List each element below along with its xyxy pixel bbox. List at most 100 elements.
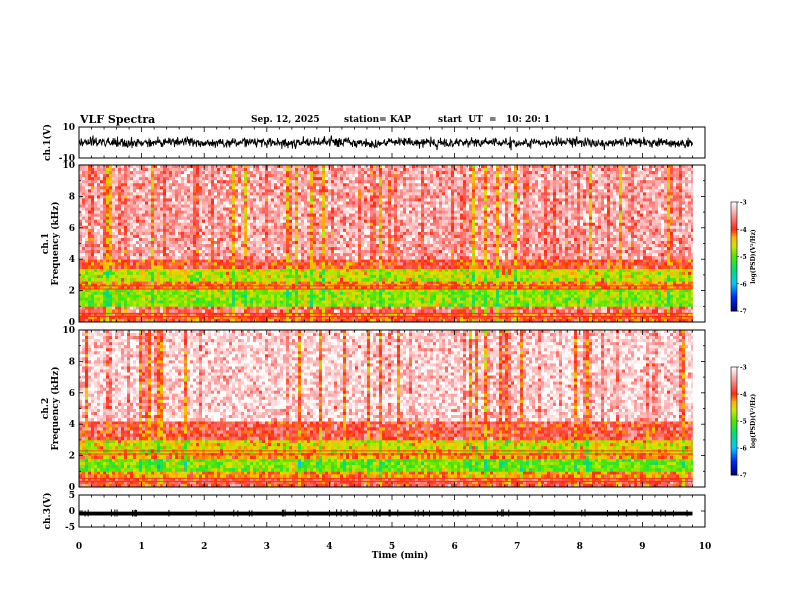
ch1-spectrogram-cell	[91, 289, 95, 293]
ch1-spectrogram-cell	[619, 300, 623, 304]
ch1-spectrogram-cell	[337, 306, 341, 310]
ch1-spectrogram-cell	[253, 312, 257, 317]
ch1-spectrogram-cell	[595, 303, 599, 307]
ch1-spectrogram-cell	[187, 306, 191, 310]
ch1-spectrogram-cell	[325, 259, 329, 263]
ch1-spectrogram-cell	[535, 271, 539, 276]
ch1-spectrogram-cell	[187, 294, 191, 299]
ch1-spectrogram-cell	[217, 291, 221, 296]
ch1-spectrogram-cell	[364, 291, 368, 296]
ch1-spectrogram-cell	[469, 318, 473, 323]
ch1-spectrogram-cell	[175, 291, 179, 296]
ch1-spectrogram-cell	[94, 294, 98, 299]
ch1-spectrogram-cell	[286, 271, 290, 276]
ch1-spectrogram-cell	[559, 312, 563, 317]
ch1-spectrogram-cell	[136, 309, 140, 313]
ch1-spectrogram-cell	[673, 281, 677, 285]
ch1-spectrogram-cell	[514, 306, 518, 310]
ch1-spectrogram-cell	[571, 259, 575, 263]
ch1-spectrogram-cell	[211, 312, 215, 317]
ch1-spectrogram-cell	[358, 171, 362, 175]
ch1-spectrogram-cell	[79, 281, 83, 285]
ch1-spectrogram-cell	[229, 259, 233, 263]
ch1-spectrogram-cell	[82, 294, 86, 299]
ch1-spectrogram-cell	[571, 283, 575, 287]
ch1-spectrogram-cell	[124, 283, 128, 287]
ch1-spectrogram-cell	[637, 278, 641, 282]
ch1-spectrogram-cell	[688, 271, 692, 276]
ch1-spectrogram-cell	[265, 281, 269, 285]
ch1-spectrogram-cell	[682, 265, 686, 270]
ch1-spectrogram-cell	[316, 271, 320, 276]
ch1-spectrogram-cell	[115, 281, 119, 285]
ch1-spectrogram-cell	[190, 289, 194, 293]
ch1-spectrogram-cell	[112, 289, 116, 293]
ch1-spectrogram-cell	[445, 262, 449, 266]
ch1-spectrogram-cell	[280, 165, 284, 169]
ch1-spectrogram-cell	[139, 286, 143, 290]
ch1-spectrogram-cell	[580, 168, 584, 172]
ch1-spectrogram-cell	[556, 315, 560, 320]
ch1-spectrogram-cell	[310, 303, 314, 307]
ch1-spectrogram-cell	[148, 278, 152, 282]
ch1-spectrogram-cell	[427, 271, 431, 276]
ch1-spectrogram-cell	[466, 168, 470, 172]
ch1-spectrogram-cell	[328, 278, 332, 282]
ch1-spectrogram-cell	[148, 303, 152, 307]
ch1-spectrogram-cell	[442, 262, 446, 266]
ch1-spectrogram-cell	[559, 281, 563, 285]
ch1-spectrogram-cell	[610, 171, 614, 175]
ch1-spectrogram-cell	[391, 283, 395, 287]
ch1-spectrogram-cell	[658, 291, 662, 296]
ch1-spectrogram-cell	[604, 306, 608, 310]
ch1-spectrogram-cell	[166, 171, 170, 175]
ch1-spectrogram-cell	[277, 297, 281, 301]
ch1-spectrogram-cell	[562, 165, 566, 169]
ch1-spectrogram-cell	[658, 262, 662, 266]
ch1-spectrogram-cell	[226, 297, 230, 301]
ch1-spectrogram-cell	[112, 278, 116, 282]
ch1-spectrogram-cell	[430, 303, 434, 307]
ch1-spectrogram-cell	[124, 268, 128, 273]
ch1-spectrogram-cell	[91, 265, 95, 270]
ch1-spectrogram-cell	[589, 315, 593, 320]
ch1-spectrogram-cell	[331, 286, 335, 290]
ch1-spectrogram-cell	[337, 265, 341, 270]
ch1-spectrogram-cell	[601, 286, 605, 290]
ch1-spectrogram-cell	[652, 283, 656, 287]
ch1-spectrogram-cell	[568, 309, 572, 313]
ch1-spectrogram-cell	[280, 262, 284, 266]
ch1-spectrogram-cell	[277, 286, 281, 290]
ch1-spectrogram-cell	[613, 262, 617, 266]
ch1-spectrogram-cell	[268, 303, 272, 307]
ch1-spectrogram-cell	[130, 309, 134, 313]
ch1-spectrogram-cell	[214, 291, 218, 296]
ch1-spectrogram-cell	[178, 171, 182, 175]
ch1-spectrogram-cell	[577, 171, 581, 175]
ch1-spectrogram-cell	[511, 283, 515, 287]
ch1-spectrogram-cell	[538, 171, 542, 175]
ch1-spectrogram-cell	[280, 171, 284, 175]
ch1-spectrogram-cell	[640, 306, 644, 310]
ch1-spectrogram-cell	[451, 297, 455, 301]
ch1-spectrogram-cell	[85, 300, 89, 304]
ch1-spectrogram-cell	[274, 312, 278, 317]
ch1-spectrogram-cell	[439, 274, 443, 279]
ch1-spectrogram-cell	[295, 283, 299, 287]
chart-title: VLF Spectra	[80, 113, 155, 126]
ch1-spectrogram-cell	[613, 283, 617, 287]
ch1-spectrogram-cell	[244, 312, 248, 317]
ch1-spectrogram-cell	[295, 294, 299, 299]
ch1-spectrogram-cell	[85, 268, 89, 273]
ch1-spectrogram-cell	[448, 265, 452, 270]
ch1-spectrogram-cell	[631, 309, 635, 313]
ch1-spectrogram-cell	[253, 300, 257, 304]
ch1-spectrogram-cell	[622, 165, 626, 169]
ch1-spectrogram-cell	[646, 318, 650, 323]
ch1-spectrogram-cell	[133, 265, 137, 270]
ch1-spectrogram-cell	[175, 294, 179, 299]
ch1-spectrogram-cell	[298, 271, 302, 276]
ch1-spectrogram-cell	[670, 281, 674, 285]
ch1-spectrogram-cell	[472, 283, 476, 287]
ch1-spectrogram-cell	[523, 294, 527, 299]
